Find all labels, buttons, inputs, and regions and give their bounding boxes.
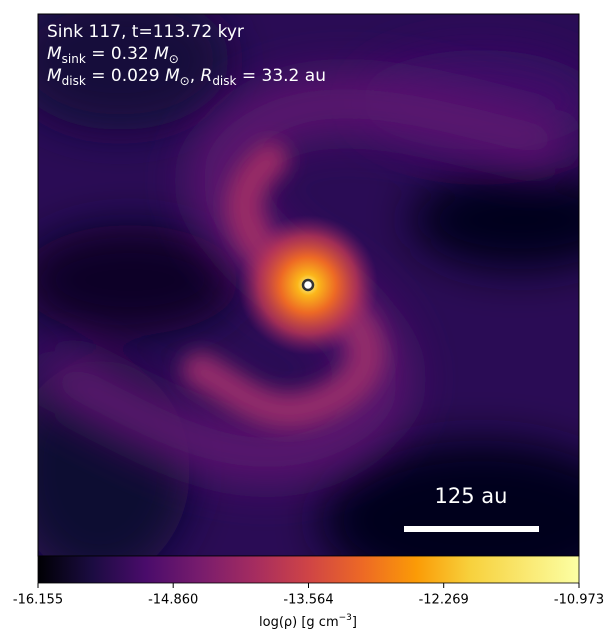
- colorbar-tick-label: -10.973: [554, 593, 604, 608]
- sink-marker: [301, 278, 315, 292]
- annotation-line: Mdisk = 0.029 M⊙, Rdisk = 33.2 au: [47, 66, 326, 88]
- annotation-line: Msink = 0.32 M⊙: [47, 44, 179, 66]
- colorbar-label-part: log(ρ) [g cm: [259, 615, 339, 630]
- annotation-part: = 0.32: [86, 44, 154, 64]
- annotation-part: ⊙: [180, 74, 190, 88]
- annotation-line: Sink 117, t=113.72 kyr: [47, 22, 244, 42]
- annotation-part: Sink 117, t=113.72 kyr: [47, 22, 244, 42]
- density-image: [38, 14, 579, 556]
- annotation-part: ,: [190, 66, 201, 86]
- colorbar-label-part: ]: [352, 615, 357, 630]
- annotation-part: M: [47, 44, 62, 64]
- annotation-part: R: [201, 66, 213, 86]
- scale-bar-label: 125 au: [435, 484, 508, 508]
- scale-bar: [404, 526, 539, 532]
- colorbar-label: log(ρ) [g cm−3]: [259, 613, 357, 630]
- annotation-part: M: [47, 66, 62, 86]
- annotation-part: disk: [62, 74, 86, 88]
- annotation-part: = 33.2 au: [236, 66, 326, 86]
- colorbar: [37, 555, 580, 584]
- annotation-part: M: [154, 44, 169, 64]
- annotation-part: disk: [212, 74, 236, 88]
- colorbar-ticks: -16.155 -14.860 -13.564 -12.269 -10.973: [13, 583, 604, 608]
- colorbar-tick-label: -14.860: [148, 593, 198, 608]
- colorbar-tick-label: -16.155: [13, 593, 63, 608]
- colorbar-label-part: −3: [339, 613, 352, 623]
- annotation-part: ⊙: [169, 52, 179, 66]
- colorbar-tick-label: -13.564: [283, 593, 333, 608]
- colorbar-tick-label: -12.269: [419, 593, 469, 608]
- annotation-part: M: [165, 66, 180, 86]
- annotation-part: = 0.029: [86, 66, 165, 86]
- annotation-part: sink: [62, 52, 86, 66]
